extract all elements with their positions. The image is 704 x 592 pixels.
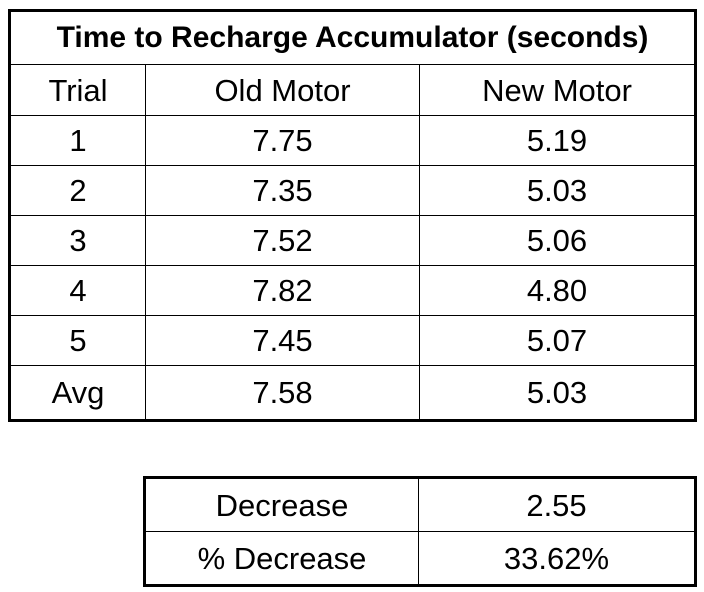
old-motor-cell: 7.45 [145,315,420,366]
header-trial: Trial [9,64,146,116]
old-motor-cell: 7.52 [145,215,420,266]
decrease-summary-table: Decrease 2.55 % Decrease 33.62% [143,476,697,587]
new-motor-cell: 5.07 [418,315,697,366]
trial-cell: 1 [9,115,146,166]
avg-label: Avg [9,365,146,421]
percent-decrease-value: 33.62% [418,531,696,586]
new-motor-cell: 5.19 [418,115,697,166]
old-motor-cell: 7.82 [145,265,420,316]
title-row: Time to Recharge Accumulator (seconds) [8,10,697,65]
table-row: 2 7.35 5.03 [9,165,697,216]
avg-new-motor: 5.03 [418,365,697,421]
old-motor-cell: 7.75 [145,115,420,166]
header-old-motor: Old Motor [145,64,420,116]
average-row: Avg 7.58 5.03 [9,365,697,421]
table-row: 4 7.82 4.80 [9,265,697,316]
new-motor-cell: 5.03 [418,165,697,216]
percent-decrease-row: % Decrease 33.62% [144,531,696,586]
old-motor-cell: 7.35 [145,165,420,216]
recharge-time-table: Time to Recharge Accumulator (seconds) T… [8,9,698,422]
decrease-label: Decrease [144,477,419,532]
header-row: Trial Old Motor New Motor [9,64,697,116]
decrease-row: Decrease 2.55 [144,477,696,532]
header-new-motor: New Motor [418,64,697,116]
decrease-value: 2.55 [418,477,696,532]
trial-cell: 2 [9,165,146,216]
trial-cell: 4 [9,265,146,316]
table-row: 1 7.75 5.19 [9,115,697,166]
new-motor-cell: 4.80 [418,265,697,316]
trial-cell: 5 [9,315,146,366]
percent-decrease-label: % Decrease [144,531,419,586]
table-title: Time to Recharge Accumulator (seconds) [8,10,697,65]
trial-cell: 3 [9,215,146,266]
avg-old-motor: 7.58 [145,365,420,421]
new-motor-cell: 5.06 [418,215,697,266]
table-row: 5 7.45 5.07 [9,315,697,366]
table-row: 3 7.52 5.06 [9,215,697,266]
